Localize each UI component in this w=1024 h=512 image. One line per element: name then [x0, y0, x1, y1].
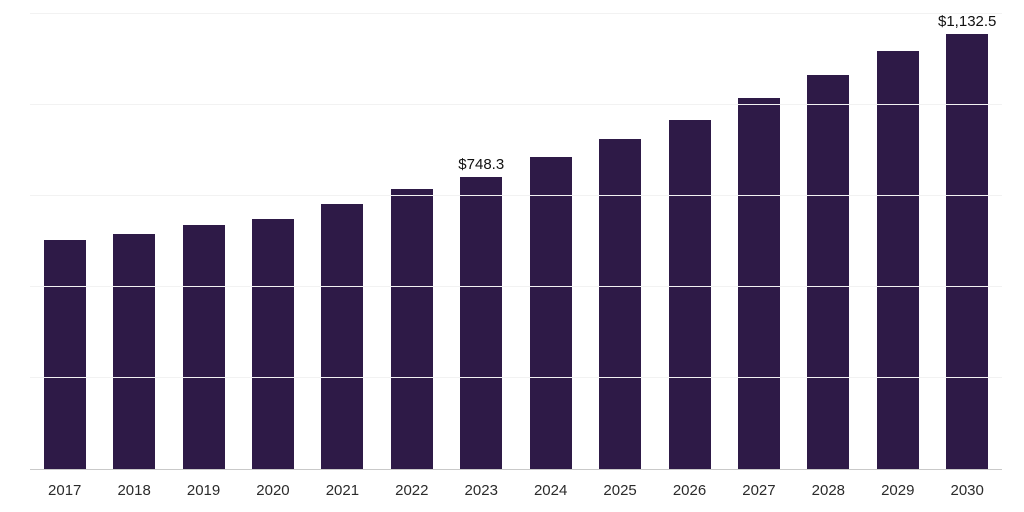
x-tick-label-2017: 2017	[48, 482, 82, 499]
bar-2025	[599, 138, 642, 469]
bar-column-2022	[377, 14, 446, 469]
bar-2023	[460, 176, 503, 469]
gridline	[30, 195, 1002, 196]
gridline	[30, 13, 1002, 14]
bar-2027	[737, 97, 780, 469]
bar-column-2018	[99, 14, 168, 469]
bar-2017	[43, 240, 86, 469]
bar-column-2025	[585, 14, 654, 469]
x-tick-label-2023: 2023	[464, 482, 498, 499]
bar-column-2026	[655, 14, 724, 469]
x-tick-label-2018: 2018	[117, 482, 151, 499]
x-tick-label-2022: 2022	[395, 482, 429, 499]
bar-2018	[113, 233, 156, 469]
bar-column-2017	[30, 14, 99, 469]
x-tick-label-2021: 2021	[325, 482, 360, 499]
bar-column-2024	[516, 14, 585, 469]
bar-column-2019	[169, 14, 238, 469]
bars-row: $748.3 $1,132.5	[30, 14, 1002, 469]
bar-2020	[251, 219, 294, 469]
bar-column-2023: $748.3	[447, 14, 516, 469]
x-tick-label-2026: 2026	[672, 482, 707, 499]
plot-area: $748.3 $1,132.5	[30, 13, 1002, 470]
bar-2024	[529, 156, 572, 469]
x-tick-label-2027: 2027	[742, 482, 776, 499]
x-tick-label-2029: 2029	[881, 482, 915, 499]
x-tick-label-2025: 2025	[603, 482, 637, 499]
bar-2026	[668, 119, 711, 469]
x-tick-label-2030: 2030	[950, 482, 984, 499]
bar-2029	[876, 50, 919, 469]
gridline	[30, 377, 1002, 378]
x-tick-label-2019: 2019	[186, 482, 221, 499]
x-tick-label-2028: 2028	[811, 482, 846, 499]
bar-column-2030: $1,132.5	[932, 14, 1001, 469]
bar-value-label-2030: $1,132.5	[938, 13, 997, 30]
bar-2019	[182, 224, 225, 469]
bar-column-2028	[794, 14, 863, 469]
bar-value-label-2023: $748.3	[458, 155, 505, 173]
bar-2028	[807, 74, 850, 469]
bar-column-2020	[238, 14, 307, 469]
x-tick-label-2024: 2024	[533, 482, 568, 499]
gridline	[30, 104, 1002, 105]
x-tick-label-2020: 2020	[256, 482, 290, 499]
bar-2021	[321, 203, 364, 469]
gridline	[30, 286, 1002, 287]
bar-column-2027	[724, 14, 793, 469]
bar-2022	[390, 189, 433, 469]
bar-column-2029	[863, 14, 932, 469]
x-axis: 2017 2018 2019 2020 2021 2022 2023 2024 2025 2026…	[30, 482, 1002, 499]
bar-column-2021	[308, 14, 377, 469]
bar-2030	[946, 34, 989, 469]
